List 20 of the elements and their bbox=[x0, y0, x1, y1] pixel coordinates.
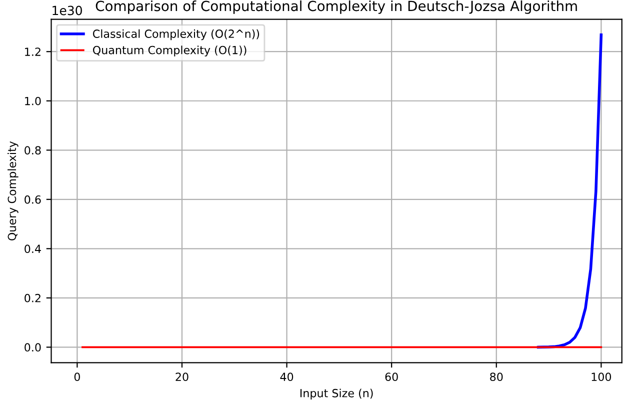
x-tick-label: 0 bbox=[74, 372, 80, 382]
y-tick-label: 0.0 bbox=[24, 343, 41, 352]
chart-title: Comparison of Computational Complexity in Deutsch-Jozsa Algorithm bbox=[96, 0, 577, 14]
y-tick-label: 0.6 bbox=[24, 195, 41, 204]
x-tick-label: 100 bbox=[592, 372, 612, 382]
x-tick-label: 80 bbox=[490, 372, 503, 382]
y-tick-label: 1.2 bbox=[25, 48, 40, 56]
x-tick-label: 20 bbox=[176, 372, 188, 382]
x-tick-label: 40 bbox=[280, 372, 294, 382]
legend-label: Classical Complexity (O(2^n)) bbox=[92, 29, 260, 40]
x-axis-title: Input Size (n) bbox=[300, 388, 373, 400]
line-series bbox=[536, 33, 603, 349]
y-tick-label: 0.4 bbox=[24, 244, 41, 254]
y-axis-title: Query Complexity bbox=[8, 141, 18, 240]
legend-label: Quantum Complexity (O(1)) bbox=[92, 46, 246, 56]
y-tick-label: 0.8 bbox=[24, 146, 41, 155]
y-tick-label: 0.2 bbox=[24, 294, 40, 302]
text: 1e30 bbox=[52, 6, 82, 16]
y-tick-label: 1.0 bbox=[25, 96, 41, 106]
x-tick-label: 60 bbox=[385, 372, 398, 382]
